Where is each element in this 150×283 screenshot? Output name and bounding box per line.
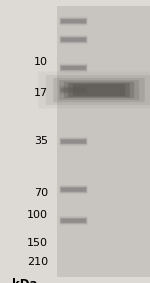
FancyBboxPatch shape: [61, 88, 86, 92]
Text: 210: 210: [27, 257, 48, 267]
FancyBboxPatch shape: [60, 87, 87, 93]
FancyBboxPatch shape: [60, 217, 87, 224]
Text: 100: 100: [27, 210, 48, 220]
FancyBboxPatch shape: [60, 185, 87, 194]
FancyBboxPatch shape: [60, 18, 87, 25]
FancyBboxPatch shape: [46, 75, 150, 105]
FancyBboxPatch shape: [53, 78, 145, 102]
FancyBboxPatch shape: [61, 38, 86, 42]
FancyBboxPatch shape: [60, 63, 87, 72]
FancyBboxPatch shape: [61, 140, 86, 143]
FancyBboxPatch shape: [73, 84, 125, 96]
FancyBboxPatch shape: [38, 72, 150, 108]
FancyBboxPatch shape: [60, 218, 87, 223]
FancyBboxPatch shape: [64, 82, 134, 98]
FancyBboxPatch shape: [60, 87, 87, 93]
FancyBboxPatch shape: [60, 65, 87, 70]
FancyBboxPatch shape: [60, 35, 87, 44]
FancyBboxPatch shape: [61, 188, 86, 192]
FancyBboxPatch shape: [61, 19, 86, 23]
FancyBboxPatch shape: [60, 37, 87, 42]
Text: 17: 17: [34, 88, 48, 98]
FancyBboxPatch shape: [59, 80, 139, 100]
FancyBboxPatch shape: [68, 83, 130, 97]
Bar: [57, 6, 150, 277]
FancyBboxPatch shape: [60, 187, 87, 192]
FancyBboxPatch shape: [60, 36, 87, 43]
FancyBboxPatch shape: [60, 138, 87, 145]
FancyBboxPatch shape: [60, 137, 87, 146]
FancyBboxPatch shape: [60, 139, 87, 144]
FancyBboxPatch shape: [61, 219, 86, 223]
FancyBboxPatch shape: [60, 19, 87, 24]
FancyBboxPatch shape: [60, 85, 87, 95]
FancyBboxPatch shape: [61, 66, 86, 70]
FancyBboxPatch shape: [60, 216, 87, 225]
FancyBboxPatch shape: [60, 17, 87, 26]
Text: 70: 70: [34, 188, 48, 198]
Text: 10: 10: [34, 57, 48, 67]
Text: 35: 35: [34, 136, 48, 147]
Text: kDa: kDa: [12, 278, 38, 283]
FancyBboxPatch shape: [60, 65, 87, 71]
Text: 150: 150: [27, 238, 48, 248]
FancyBboxPatch shape: [60, 186, 87, 193]
